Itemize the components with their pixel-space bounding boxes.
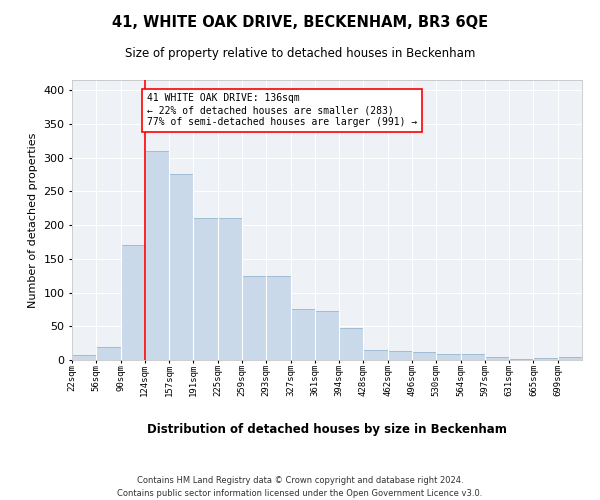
Text: 41, WHITE OAK DRIVE, BECKENHAM, BR3 6QE: 41, WHITE OAK DRIVE, BECKENHAM, BR3 6QE xyxy=(112,15,488,30)
Bar xyxy=(290,310,315,360)
Bar xyxy=(193,218,218,360)
Y-axis label: Number of detached properties: Number of detached properties xyxy=(28,132,38,308)
Text: Distribution of detached houses by size in Beckenham: Distribution of detached houses by size … xyxy=(147,422,507,436)
Bar xyxy=(533,358,558,360)
Bar xyxy=(339,328,364,360)
Bar xyxy=(412,352,436,360)
Bar xyxy=(72,356,96,360)
Bar xyxy=(485,358,509,360)
Bar xyxy=(145,151,169,360)
Bar xyxy=(121,246,145,360)
Bar xyxy=(242,276,266,360)
Text: 41 WHITE OAK DRIVE: 136sqm
← 22% of detached houses are smaller (283)
77% of sem: 41 WHITE OAK DRIVE: 136sqm ← 22% of deta… xyxy=(147,94,418,126)
Bar xyxy=(388,351,412,360)
Bar xyxy=(96,346,121,360)
Bar xyxy=(436,354,461,360)
Bar xyxy=(315,312,339,360)
Bar xyxy=(169,174,193,360)
Bar xyxy=(218,218,242,360)
Bar xyxy=(461,354,485,360)
Bar xyxy=(558,358,582,360)
Text: Size of property relative to detached houses in Beckenham: Size of property relative to detached ho… xyxy=(125,48,475,60)
Text: Contains HM Land Registry data © Crown copyright and database right 2024.: Contains HM Land Registry data © Crown c… xyxy=(137,476,463,485)
Text: Contains public sector information licensed under the Open Government Licence v3: Contains public sector information licen… xyxy=(118,489,482,498)
Bar xyxy=(364,350,388,360)
Bar xyxy=(266,276,290,360)
